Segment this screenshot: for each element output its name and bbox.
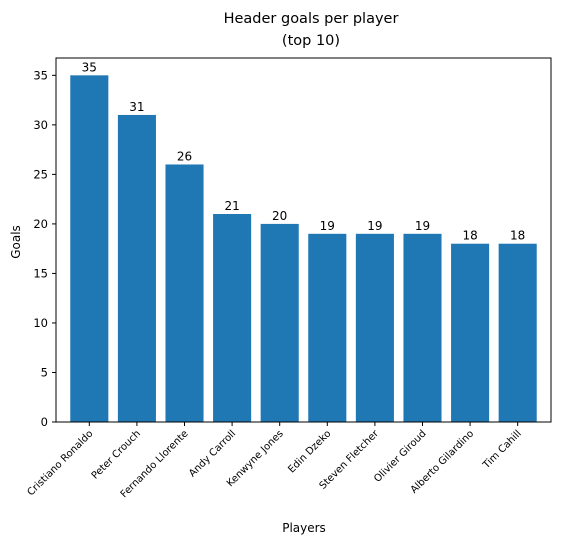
bar: [451, 243, 490, 422]
bar: [117, 114, 156, 422]
y-tick-label: 10: [33, 316, 48, 330]
plot-area-frame: [55, 57, 552, 423]
bar-value-label: 18: [462, 229, 477, 243]
bar-value-label: 21: [224, 199, 239, 213]
y-axis-ticks: 0 5 10 15 20 25 30 35: [33, 68, 56, 429]
bar: [498, 243, 537, 422]
bar-value-label: 31: [129, 100, 144, 114]
y-tick-label: 15: [33, 266, 48, 280]
bar: [165, 164, 204, 422]
x-axis-label: Players: [282, 521, 326, 535]
x-tick-label: Tim Cahill: [480, 428, 523, 471]
x-tick-label: Andy Carroll: [187, 428, 238, 479]
bar: [355, 233, 394, 422]
bar-value-label: 19: [320, 219, 335, 233]
bar-value-label: 19: [415, 219, 430, 233]
x-tick-label: Edin Dzeko: [286, 428, 333, 475]
y-tick-label: 30: [33, 118, 48, 132]
bar-value-label: 26: [177, 149, 192, 163]
bar-value-label: 20: [272, 209, 287, 223]
bar: [213, 214, 252, 422]
bar: [308, 233, 347, 422]
y-tick-label: 5: [41, 365, 48, 379]
x-tick-label: Cristiano Ronaldo: [26, 428, 96, 498]
bar-value-label: 35: [82, 60, 97, 74]
bars-group: [70, 75, 537, 422]
y-tick-label: 20: [33, 217, 48, 231]
y-tick-label: 35: [33, 68, 48, 82]
chart-title-line1: Header goals per player: [224, 11, 399, 27]
bar-value-label: 19: [367, 219, 382, 233]
bar: [260, 223, 299, 422]
chart-title-line2: (top 10): [282, 33, 340, 49]
bar: [403, 233, 442, 422]
y-tick-label: 25: [33, 167, 48, 181]
bar-value-label: 18: [510, 229, 525, 243]
bar: [70, 75, 109, 422]
y-axis-label: Goals: [9, 225, 23, 259]
data-labels-group: 35 31 26 21 20 19 19 19 18 18: [82, 60, 526, 242]
x-tick-label: Peter Crouch: [90, 428, 143, 481]
y-tick-label: 0: [41, 415, 48, 429]
